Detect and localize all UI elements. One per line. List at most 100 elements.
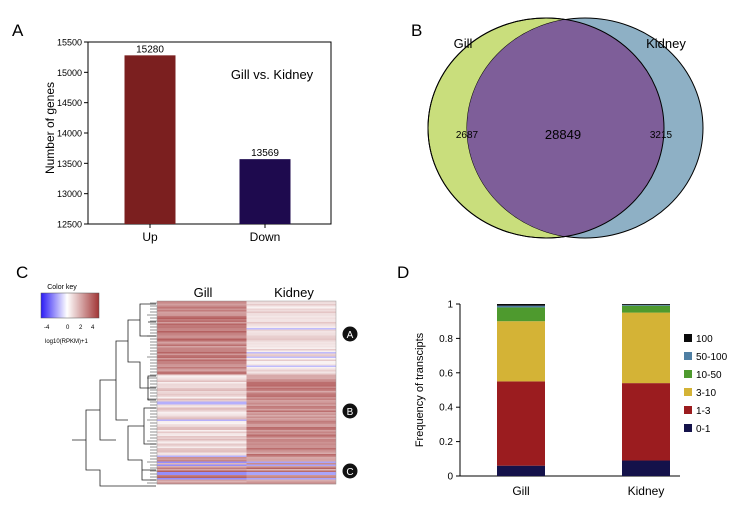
heatmap-cell	[246, 398, 336, 401]
heatmap-cell	[246, 404, 336, 407]
heatmap-cell	[246, 307, 336, 309]
panel-d-legend-label: 50-100	[696, 352, 728, 363]
heatmap-cell	[157, 461, 247, 464]
heatmap-cell	[157, 467, 247, 470]
heatmap-cell	[246, 394, 336, 396]
heatmap-cell	[246, 334, 336, 336]
heatmap-cell	[157, 416, 247, 419]
heatmap-cell	[157, 407, 247, 410]
panel-d-y-ticks: 0 0.2 0.4 0.6 0.8 1	[439, 300, 460, 483]
heatmap-cell	[246, 406, 336, 408]
heatmap-cell	[157, 428, 247, 431]
heatmap-cell	[157, 388, 247, 390]
heatmap-cell	[246, 461, 336, 464]
heatmap-cell	[246, 383, 336, 386]
heatmap-cell	[246, 452, 336, 455]
heatmap-cell	[157, 329, 247, 332]
heatmap-cell	[157, 425, 247, 428]
heatmap-cell	[157, 454, 247, 456]
heatmap-cell	[246, 322, 336, 324]
heatmap-cell	[246, 368, 336, 371]
heatmap-cell	[246, 451, 336, 453]
heatmap-cell	[246, 439, 336, 441]
heatmap-cell	[157, 419, 247, 422]
heatmap-cell	[246, 359, 336, 362]
heatmap-cell	[157, 304, 247, 306]
heatmap-cell	[246, 361, 336, 363]
heatmap-cell	[157, 307, 247, 309]
venn-value-overlap: 28849	[545, 127, 581, 142]
heatmap-cell	[157, 365, 247, 368]
heatmap-cell	[246, 416, 336, 419]
heatmap-column-kidney: Kidney	[274, 285, 314, 300]
heatmap-cell	[157, 371, 247, 374]
heatmap-cell	[157, 337, 247, 339]
heatmap-cell	[246, 332, 336, 335]
heatmap-cell	[157, 418, 247, 420]
panel-d-y-tick-label: 0.4	[439, 403, 453, 414]
panel-letter-c: C	[16, 263, 28, 282]
panel-letter-d: D	[397, 263, 409, 282]
panel-a-y-tick-label: 14000	[57, 129, 82, 139]
heatmap-cell	[157, 382, 247, 384]
panel-d-x-tick-label: Gill	[512, 484, 529, 498]
heatmap-cell	[246, 302, 336, 305]
panel-a-y-tick-label: 13500	[57, 159, 82, 169]
heatmap-cell	[157, 449, 247, 452]
heatmap-cell	[157, 430, 247, 432]
heatmap-cell	[157, 323, 247, 326]
heatmap-cell	[157, 319, 247, 321]
heatmap-cell	[246, 410, 336, 413]
panel-d-legend-swatch	[684, 334, 692, 342]
color-key-tick: 4	[91, 325, 95, 331]
heatmap-cell	[246, 427, 336, 429]
heatmap-cell	[246, 358, 336, 360]
heatmap-cell	[157, 383, 247, 386]
venn-label-kidney: Kidney	[646, 36, 686, 51]
heatmap-cell	[246, 370, 336, 372]
heatmap-cell	[246, 310, 336, 312]
heatmap-cell	[157, 433, 247, 435]
heatmap-cell	[157, 464, 247, 467]
heatmap-cell	[246, 386, 336, 389]
panel-letter-a: A	[12, 21, 24, 40]
heatmap-cell	[246, 443, 336, 446]
heatmap-cell	[157, 391, 247, 393]
heatmap-cell	[246, 353, 336, 356]
heatmap-cell	[157, 389, 247, 392]
panel-a-y-tick-label: 15500	[57, 38, 82, 48]
panel-d-bars	[497, 304, 670, 476]
heatmap-cell	[157, 316, 247, 318]
heatmap-cell	[157, 308, 247, 311]
heatmap-cell	[157, 472, 247, 474]
heatmap-cell	[246, 344, 336, 347]
heatmap-cell	[246, 425, 336, 428]
panel-d-legend-label: 3-10	[696, 388, 716, 399]
heatmap-cell	[157, 347, 247, 350]
heatmap-cell	[246, 356, 336, 359]
heatmap-cell	[246, 481, 336, 483]
panel-d-y-tick-label: 0	[447, 472, 453, 483]
heatmap-cell	[157, 314, 247, 317]
heatmap-cell	[246, 301, 336, 303]
heatmap-cell	[157, 404, 247, 407]
heatmap-cell	[157, 344, 247, 347]
heatmap-cell	[157, 367, 247, 369]
heatmap-cell	[157, 479, 247, 482]
panel-d-bar-segment	[497, 307, 545, 322]
panel-d-bar-segment	[497, 304, 545, 306]
panel-d-y-tick-label: 0.2	[439, 437, 453, 448]
heatmap-cell	[157, 331, 247, 333]
heatmap-cell	[157, 427, 247, 429]
panel-a-y-tick-label: 13000	[57, 189, 82, 199]
heatmap-cell	[157, 476, 247, 479]
panel-d-bar-segment	[497, 321, 545, 382]
heatmap-cell	[246, 424, 336, 426]
color-key-tick: -4	[44, 325, 50, 331]
heatmap-cell	[246, 338, 336, 341]
heatmap-cell	[246, 329, 336, 332]
heatmap-cell	[246, 305, 336, 308]
heatmap-cell	[246, 436, 336, 438]
heatmap-cell	[246, 380, 336, 383]
venn-gill-outline	[427, 17, 665, 239]
